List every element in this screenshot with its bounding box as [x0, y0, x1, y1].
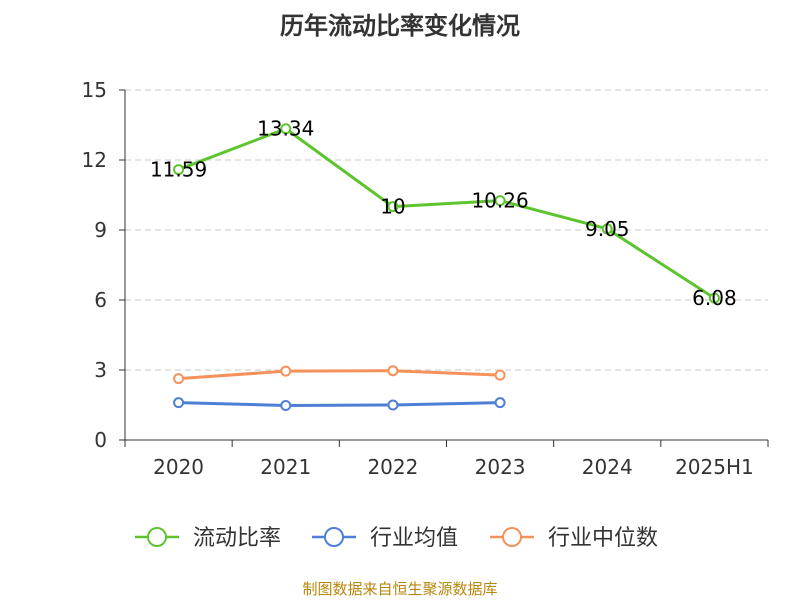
- series-line-1: [178, 401, 501, 407]
- legend-marker: [502, 527, 522, 547]
- chart-title: 历年流动比率变化情况: [280, 12, 520, 40]
- data-point: [280, 123, 292, 135]
- data-point: [494, 397, 506, 409]
- data-label: 11.59: [150, 158, 207, 182]
- y-tick-label: 6: [94, 288, 107, 312]
- y-tick-label: 9: [94, 218, 107, 242]
- data-label: 10.26: [471, 189, 528, 213]
- x-tick-label: 2024: [582, 455, 633, 479]
- legend-marker: [147, 527, 167, 547]
- series-line-0: [178, 127, 716, 300]
- x-tick-label: 2021: [260, 455, 311, 479]
- data-point: [387, 365, 399, 377]
- legend-marker: [324, 527, 344, 547]
- source-note: 制图数据来自恒生聚源数据库: [302, 580, 498, 598]
- x-tick-label: 2022: [367, 455, 418, 479]
- legend-label: 流动比率: [193, 526, 281, 551]
- data-point: [494, 195, 506, 207]
- data-point: [173, 373, 185, 385]
- y-tick-label: 3: [94, 358, 107, 382]
- data-point: [601, 223, 613, 235]
- legend-label: 行业中位数: [548, 526, 658, 551]
- data-label: 9.05: [585, 217, 630, 241]
- data-point: [173, 397, 185, 409]
- y-tick-label: 0: [94, 428, 107, 452]
- data-labels: 11.59 13.34 10 10.26 9.05 6.08: [150, 117, 737, 310]
- data-point: [173, 164, 185, 176]
- data-point: [280, 365, 292, 377]
- x-tick-label: 2023: [475, 455, 526, 479]
- data-label: 13.34: [257, 117, 314, 141]
- data-point: [280, 399, 292, 411]
- data-point: [708, 292, 720, 304]
- axes: 0 3 6 9 12 15 2020 2021 2022 2023 2024 2025H1: [82, 78, 769, 479]
- y-tick-label: 12: [82, 148, 107, 172]
- grid-lines: [125, 89, 768, 371]
- data-label: 10: [380, 195, 405, 219]
- data-point: [387, 201, 399, 213]
- y-tick-label: 15: [82, 78, 107, 102]
- legend: 流动比率 行业均值 行业中位数: [135, 526, 658, 551]
- data-point: [494, 369, 506, 381]
- data-label: 6.08: [692, 286, 737, 310]
- legend-label: 行业均值: [370, 526, 458, 551]
- x-tick-label: 2025H1: [675, 455, 754, 479]
- x-tick-label: 2020: [153, 455, 204, 479]
- series-layer: [173, 123, 720, 411]
- data-point: [387, 399, 399, 411]
- series-line-2: [178, 369, 501, 381]
